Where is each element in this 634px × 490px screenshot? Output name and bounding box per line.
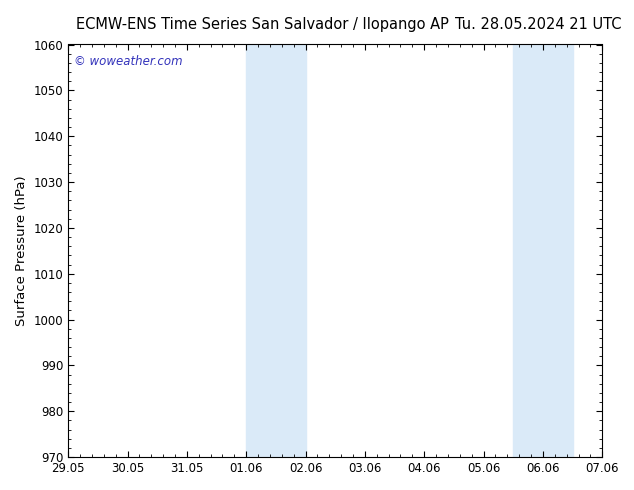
Bar (514, 45, 573, 457)
Y-axis label: Surface Pressure (hPa): Surface Pressure (hPa) (15, 175, 28, 326)
Bar (246, 45, 306, 457)
Text: © woweather.com: © woweather.com (74, 55, 182, 68)
Text: ECMW-ENS Time Series San Salvador / Ilopango AP: ECMW-ENS Time Series San Salvador / Ilop… (76, 17, 449, 32)
Text: Tu. 28.05.2024 21 UTC: Tu. 28.05.2024 21 UTC (455, 17, 621, 32)
